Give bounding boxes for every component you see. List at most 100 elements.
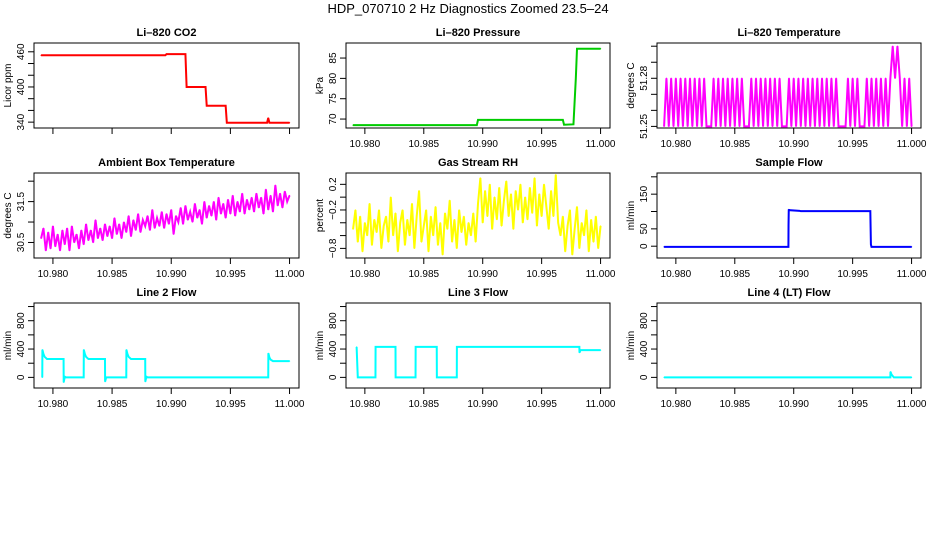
data-point [753, 125, 755, 127]
data-point [599, 225, 602, 227]
data-point [583, 234, 585, 237]
x-tick-label: 10.985 [408, 139, 439, 150]
data-point [243, 213, 246, 215]
y-axis-label: degrees C [3, 192, 14, 238]
panel-title: Line 3 Flow [448, 287, 508, 299]
data-point [434, 206, 437, 208]
x-tick-label: 10.985 [719, 139, 750, 150]
data-point [668, 125, 670, 127]
y-tick-label: 70 [328, 113, 339, 125]
data-point [873, 125, 875, 127]
data-point [225, 105, 227, 107]
data-point [760, 77, 762, 79]
data-point [590, 218, 592, 221]
y-tick-label: 460 [16, 43, 27, 60]
data-point [804, 125, 807, 127]
data-point [465, 244, 467, 246]
y-tick-label: 75 [328, 93, 339, 105]
data-point [394, 212, 397, 214]
data-point [861, 125, 863, 127]
data-point [354, 209, 357, 211]
data-point [675, 77, 677, 79]
data-point [486, 215, 489, 217]
data-point [847, 77, 849, 79]
data-point [73, 241, 75, 244]
data-point [215, 219, 217, 221]
data-point [272, 211, 274, 213]
data-point [395, 376, 397, 378]
panel-title: Sample Flow [755, 157, 823, 169]
data-point [146, 215, 149, 217]
x-tick-label: 10.985 [97, 269, 128, 280]
data-point [892, 375, 894, 377]
data-point [165, 53, 168, 55]
panel-title: Line 2 Flow [137, 287, 197, 299]
data-point [191, 221, 194, 223]
data-point [482, 222, 484, 224]
data-point [442, 254, 444, 256]
data-point [61, 229, 63, 231]
data-point [284, 190, 286, 192]
data-point [430, 215, 432, 217]
data-point [288, 122, 291, 124]
data-point [71, 225, 73, 227]
y-tick-label: −0.8 [328, 238, 339, 258]
data-point [130, 358, 132, 360]
data-point [910, 125, 913, 127]
data-point [889, 371, 892, 373]
data-point [406, 218, 408, 221]
plot-frame [33, 172, 300, 259]
data-point [168, 223, 170, 225]
data-point [177, 221, 179, 223]
x-tick-label: 10.990 [778, 139, 809, 150]
data-point [83, 243, 85, 246]
series-line-ambient-box-temperature [40, 185, 291, 251]
y-axis-label: ml/min [3, 331, 14, 360]
x-tick-label: 10.995 [837, 139, 868, 150]
data-point [399, 222, 401, 224]
data-point [541, 215, 543, 217]
data-point [868, 125, 870, 127]
data-point [374, 376, 377, 378]
data-point [750, 77, 752, 79]
data-point [592, 241, 595, 243]
data-point [529, 186, 531, 189]
data-point [144, 381, 146, 383]
data-point [161, 211, 163, 213]
data-point [869, 210, 871, 212]
data-point [470, 234, 472, 237]
data-point [357, 376, 359, 378]
data-point [126, 353, 129, 355]
data-point [397, 250, 399, 253]
data-point [503, 199, 505, 201]
x-tick-label: 10.995 [215, 399, 246, 410]
data-point [352, 124, 354, 126]
data-point [123, 221, 125, 223]
plot-frame [345, 42, 611, 129]
data-point [366, 234, 368, 237]
data-point [75, 233, 78, 235]
data-point [689, 77, 691, 79]
data-point [45, 250, 47, 252]
data-point [727, 77, 729, 79]
data-point [378, 209, 380, 211]
data-point [451, 241, 453, 243]
y-tick-label: 0 [16, 374, 27, 380]
data-point [151, 209, 153, 211]
y-tick-label: 400 [16, 340, 27, 357]
x-tick-label: 10.985 [408, 399, 439, 410]
data-point [880, 77, 882, 79]
data-point [564, 250, 566, 253]
data-point [411, 202, 413, 205]
panel-title: Ambient Box Temperature [98, 157, 235, 169]
y-tick-label: 0 [328, 374, 339, 380]
data-point [41, 349, 43, 351]
data-point [762, 125, 764, 127]
data-point [139, 231, 142, 233]
data-point [80, 229, 82, 231]
data-point [267, 117, 269, 119]
x-tick-label: 10.995 [837, 269, 868, 280]
data-point [694, 77, 696, 79]
data-point [149, 229, 151, 231]
